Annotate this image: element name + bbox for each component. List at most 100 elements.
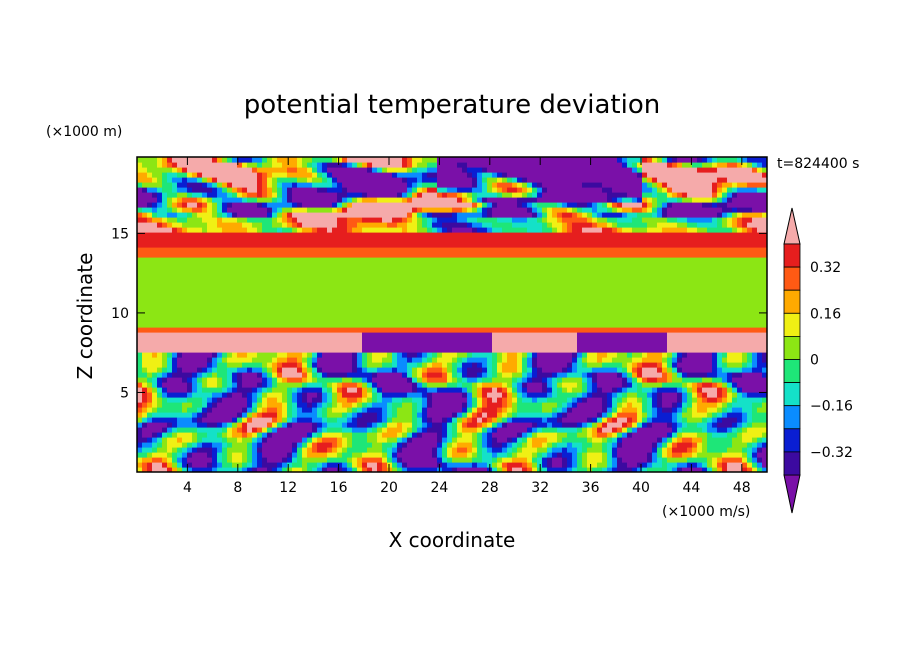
field-cell — [212, 247, 218, 253]
field-cell — [237, 282, 243, 288]
field-cell — [422, 437, 428, 443]
field-cell — [332, 397, 338, 403]
field-cell — [202, 357, 208, 363]
field-cell — [507, 172, 513, 178]
field-cell — [357, 162, 363, 168]
field-cell — [267, 177, 273, 183]
field-cell — [502, 367, 508, 373]
field-cell — [427, 167, 433, 173]
field-cell — [437, 212, 443, 218]
field-cell — [517, 382, 523, 388]
field-cell — [422, 447, 428, 453]
field-cell — [437, 207, 443, 213]
field-cell — [222, 192, 228, 198]
field-cell — [447, 307, 453, 313]
field-cell — [352, 357, 358, 363]
field-cell — [447, 432, 453, 438]
field-cell — [432, 297, 438, 303]
field-cell — [477, 387, 483, 393]
field-cell — [187, 397, 193, 403]
field-cell — [292, 252, 298, 258]
field-cell — [367, 262, 373, 268]
field-cell — [427, 277, 433, 283]
field-cell — [447, 312, 453, 318]
field-cell — [147, 342, 153, 348]
field-cell — [377, 177, 383, 183]
field-cell — [157, 417, 163, 423]
field-cell — [277, 192, 283, 198]
field-cell — [432, 282, 438, 288]
field-cell — [262, 452, 268, 458]
field-cell — [222, 247, 228, 253]
field-cell — [427, 237, 433, 243]
field-cell — [327, 307, 333, 313]
field-cell — [172, 437, 178, 443]
field-cell — [167, 422, 173, 428]
field-cell — [322, 297, 328, 303]
field-cell — [332, 167, 338, 173]
field-cell — [497, 187, 503, 193]
field-cell — [527, 282, 533, 288]
field-cell — [282, 462, 288, 468]
field-cell — [247, 182, 253, 188]
field-cell — [252, 237, 258, 243]
field-cell — [412, 387, 418, 393]
field-cell — [227, 262, 233, 268]
field-cell — [492, 197, 498, 203]
field-cell — [472, 397, 478, 403]
field-cell — [287, 212, 293, 218]
field-cell — [217, 437, 223, 443]
field-cell — [317, 197, 323, 203]
field-cell — [347, 252, 353, 258]
field-cell — [282, 432, 288, 438]
field-cell — [327, 467, 333, 472]
field-cell — [332, 387, 338, 393]
field-cell — [237, 442, 243, 448]
field-cell — [287, 227, 293, 233]
field-cell — [307, 347, 313, 353]
field-cell — [432, 227, 438, 233]
field-cell — [352, 422, 358, 428]
field-cell — [507, 237, 513, 243]
field-cell — [412, 277, 418, 283]
field-cell — [352, 157, 358, 163]
field-cell — [292, 392, 298, 398]
field-cell — [492, 337, 498, 343]
field-cell — [137, 467, 143, 472]
field-cell — [202, 162, 208, 168]
field-cell — [457, 267, 463, 273]
field-cell — [437, 367, 443, 373]
field-cell — [312, 452, 318, 458]
field-cell — [312, 282, 318, 288]
field-cell — [452, 182, 458, 188]
field-cell — [147, 372, 153, 378]
field-cell — [397, 172, 403, 178]
field-cell — [307, 252, 313, 258]
field-cell — [372, 277, 378, 283]
field-cell — [252, 307, 258, 313]
field-cell — [272, 232, 278, 238]
field-cell — [242, 227, 248, 233]
field-cell — [507, 222, 513, 228]
field-cell — [242, 367, 248, 373]
field-cell — [182, 287, 188, 293]
field-cell — [507, 312, 513, 318]
field-cell — [467, 467, 473, 472]
field-cell — [197, 292, 203, 298]
field-cell — [387, 232, 393, 238]
field-cell — [167, 347, 173, 353]
field-cell — [457, 222, 463, 228]
field-cell — [362, 457, 368, 463]
field-cell — [362, 227, 368, 233]
field-cell — [362, 397, 368, 403]
field-cell — [287, 197, 293, 203]
field-cell — [502, 322, 508, 328]
field-cell — [477, 177, 483, 183]
field-cell — [332, 417, 338, 423]
field-cell — [182, 387, 188, 393]
field-cell — [157, 452, 163, 458]
field-cell — [492, 242, 498, 248]
field-cell — [172, 307, 178, 313]
field-cell — [237, 162, 243, 168]
field-cell — [397, 452, 403, 458]
